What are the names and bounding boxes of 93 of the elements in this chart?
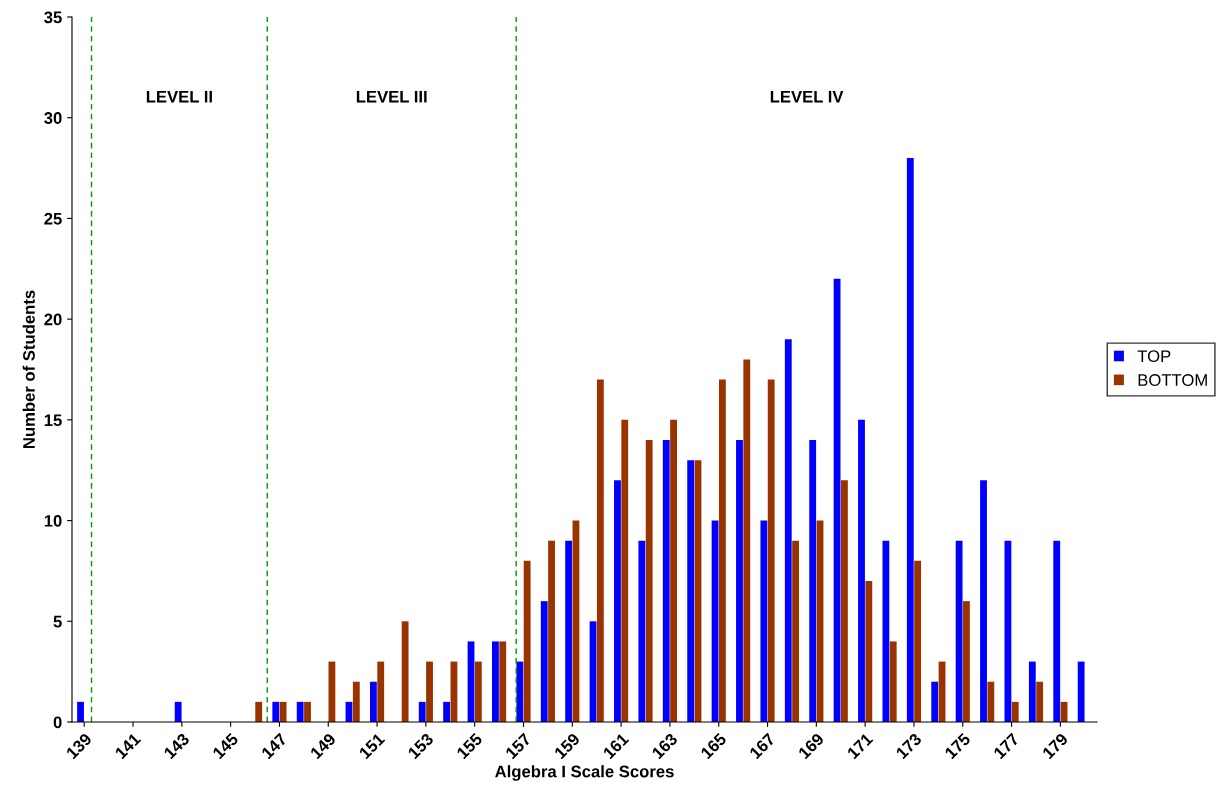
bar bbox=[401, 621, 409, 722]
y-tick-label: 15 bbox=[44, 414, 62, 427]
bar bbox=[596, 379, 604, 722]
bar bbox=[328, 661, 336, 722]
bar bbox=[980, 480, 987, 722]
bar bbox=[255, 701, 263, 722]
y-tick-label: 5 bbox=[53, 615, 62, 628]
legend-label: BOTTOM bbox=[1138, 374, 1207, 386]
bar bbox=[492, 641, 499, 722]
bar bbox=[955, 540, 963, 722]
x-tick-label: 139 bbox=[65, 732, 93, 760]
bar bbox=[516, 661, 524, 722]
bar bbox=[767, 379, 775, 722]
bar bbox=[296, 701, 304, 722]
bar bbox=[865, 581, 873, 722]
bar bbox=[760, 520, 768, 722]
x-tick-label: 161 bbox=[602, 732, 630, 760]
x-tick-label: 143 bbox=[163, 732, 191, 760]
y-tick-label: 10 bbox=[44, 514, 62, 527]
bar bbox=[833, 278, 841, 722]
bar bbox=[784, 339, 792, 722]
bar bbox=[882, 540, 890, 722]
bar bbox=[1028, 661, 1036, 722]
y-tick-label: 30 bbox=[44, 112, 62, 124]
bar bbox=[377, 661, 385, 722]
x-tick-label: 147 bbox=[260, 732, 288, 760]
bar bbox=[352, 681, 360, 722]
bar bbox=[662, 440, 670, 722]
y-axis-title: Number of Students bbox=[22, 290, 35, 449]
x-tick-label: 149 bbox=[309, 732, 337, 760]
bar bbox=[840, 480, 848, 722]
x-tick-label: 155 bbox=[456, 732, 484, 760]
bar bbox=[540, 601, 548, 722]
x-tick-label: 145 bbox=[212, 732, 239, 760]
legend-label: TOP bbox=[1137, 350, 1171, 363]
bar bbox=[174, 701, 182, 722]
annotation: LEVEL II bbox=[146, 90, 212, 103]
bar bbox=[792, 540, 800, 722]
bar bbox=[718, 379, 726, 722]
x-tick-label: 175 bbox=[944, 732, 972, 760]
bar bbox=[426, 661, 433, 722]
bar bbox=[1011, 701, 1019, 722]
bar bbox=[499, 641, 507, 722]
x-axis-title: Algebra I Scale Scores bbox=[495, 765, 674, 781]
x-tick-label: 167 bbox=[748, 732, 776, 760]
bar bbox=[523, 560, 531, 722]
x-tick-label: 177 bbox=[993, 732, 1020, 760]
x-tick-label: 165 bbox=[700, 732, 728, 760]
y-tick-label: 35 bbox=[44, 11, 62, 24]
bar bbox=[858, 419, 865, 722]
bar bbox=[906, 158, 914, 722]
bar bbox=[1077, 661, 1085, 722]
bar bbox=[279, 701, 287, 722]
x-tick-label: 157 bbox=[505, 732, 532, 760]
bar bbox=[736, 440, 743, 722]
bar bbox=[1053, 540, 1061, 722]
bar bbox=[474, 661, 482, 722]
bar bbox=[304, 701, 311, 722]
bar bbox=[77, 701, 84, 722]
bar bbox=[931, 681, 939, 722]
annotation: LEVEL IV bbox=[770, 90, 844, 103]
x-tick-label: 141 bbox=[114, 732, 142, 760]
bar bbox=[418, 701, 426, 722]
bar bbox=[645, 440, 653, 722]
bar bbox=[1036, 681, 1044, 722]
bar bbox=[914, 560, 922, 722]
bar bbox=[565, 540, 573, 722]
bar bbox=[743, 359, 751, 722]
bar bbox=[809, 440, 817, 722]
x-tick-label: 159 bbox=[553, 732, 581, 760]
x-tick-label: 171 bbox=[846, 732, 874, 760]
x-tick-label: 179 bbox=[1041, 732, 1069, 760]
x-tick-label: 163 bbox=[651, 732, 679, 760]
bar bbox=[369, 681, 377, 722]
x-tick-label: 169 bbox=[797, 732, 825, 760]
bar bbox=[963, 601, 970, 722]
bar bbox=[443, 701, 451, 722]
x-tick-label: 153 bbox=[407, 732, 435, 760]
y-tick-label: 20 bbox=[44, 313, 62, 326]
annotation: LEVEL III bbox=[356, 90, 427, 103]
bar bbox=[548, 540, 555, 722]
x-tick-label: 151 bbox=[358, 732, 386, 760]
y-tick-label: 0 bbox=[53, 716, 62, 729]
bar bbox=[272, 701, 280, 722]
x-tick-label: 173 bbox=[895, 732, 923, 760]
bar bbox=[987, 681, 995, 722]
y-tick-label: 25 bbox=[44, 212, 62, 225]
bar bbox=[889, 641, 897, 722]
bar bbox=[614, 480, 621, 722]
bar bbox=[621, 419, 629, 722]
bar bbox=[670, 419, 677, 722]
bar bbox=[638, 540, 646, 722]
bar bbox=[687, 460, 695, 722]
